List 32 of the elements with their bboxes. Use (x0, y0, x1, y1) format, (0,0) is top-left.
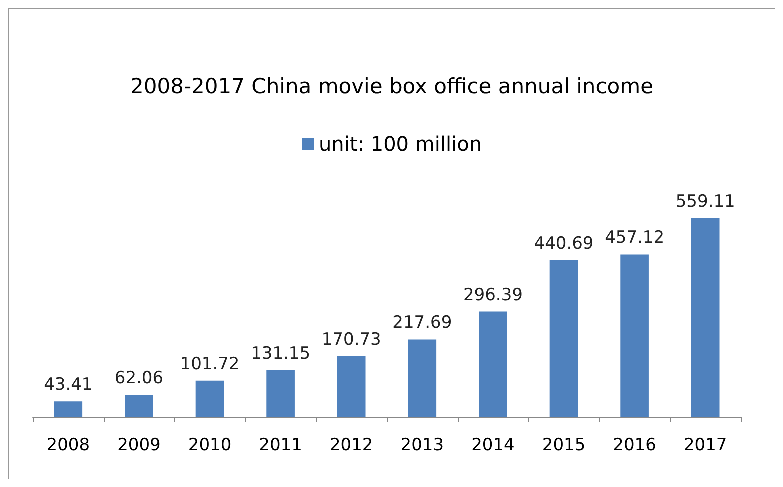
data-label: 559.11 (676, 192, 736, 212)
data-label: 170.73 (322, 330, 382, 350)
x-tick-label: 2010 (188, 436, 232, 456)
bar (337, 356, 366, 417)
bar (550, 260, 578, 417)
x-tick-label: 2013 (400, 436, 444, 456)
data-label: 62.06 (114, 368, 164, 388)
x-tick-label: 2015 (542, 436, 586, 456)
data-label: 457.12 (605, 228, 665, 248)
x-tick-label: 2017 (684, 436, 728, 456)
x-tick-label: 2012 (330, 436, 374, 456)
data-label: 131.15 (251, 344, 311, 364)
legend-label: unit: 100 million (319, 132, 482, 156)
bar (691, 218, 720, 417)
x-tick-label: 2016 (613, 436, 656, 456)
x-tick-label: 2008 (46, 436, 90, 456)
data-label: 43.41 (44, 375, 93, 396)
bar (479, 312, 508, 417)
data-label: 217.69 (392, 313, 452, 334)
bar (620, 254, 649, 417)
chart-title: 2008-2017 China movie box office annual income (130, 74, 654, 98)
bar (266, 370, 295, 417)
bar (196, 380, 224, 417)
x-tick-label: 2011 (259, 436, 302, 456)
data-label: 101.72 (180, 354, 240, 374)
data-label: 440.69 (534, 234, 594, 254)
bar (408, 340, 437, 417)
bar (125, 394, 154, 417)
x-tick-label: 2014 (472, 436, 515, 456)
data-label: 296.39 (463, 285, 523, 306)
x-tick-label: 2009 (118, 436, 161, 456)
bar (54, 402, 83, 417)
